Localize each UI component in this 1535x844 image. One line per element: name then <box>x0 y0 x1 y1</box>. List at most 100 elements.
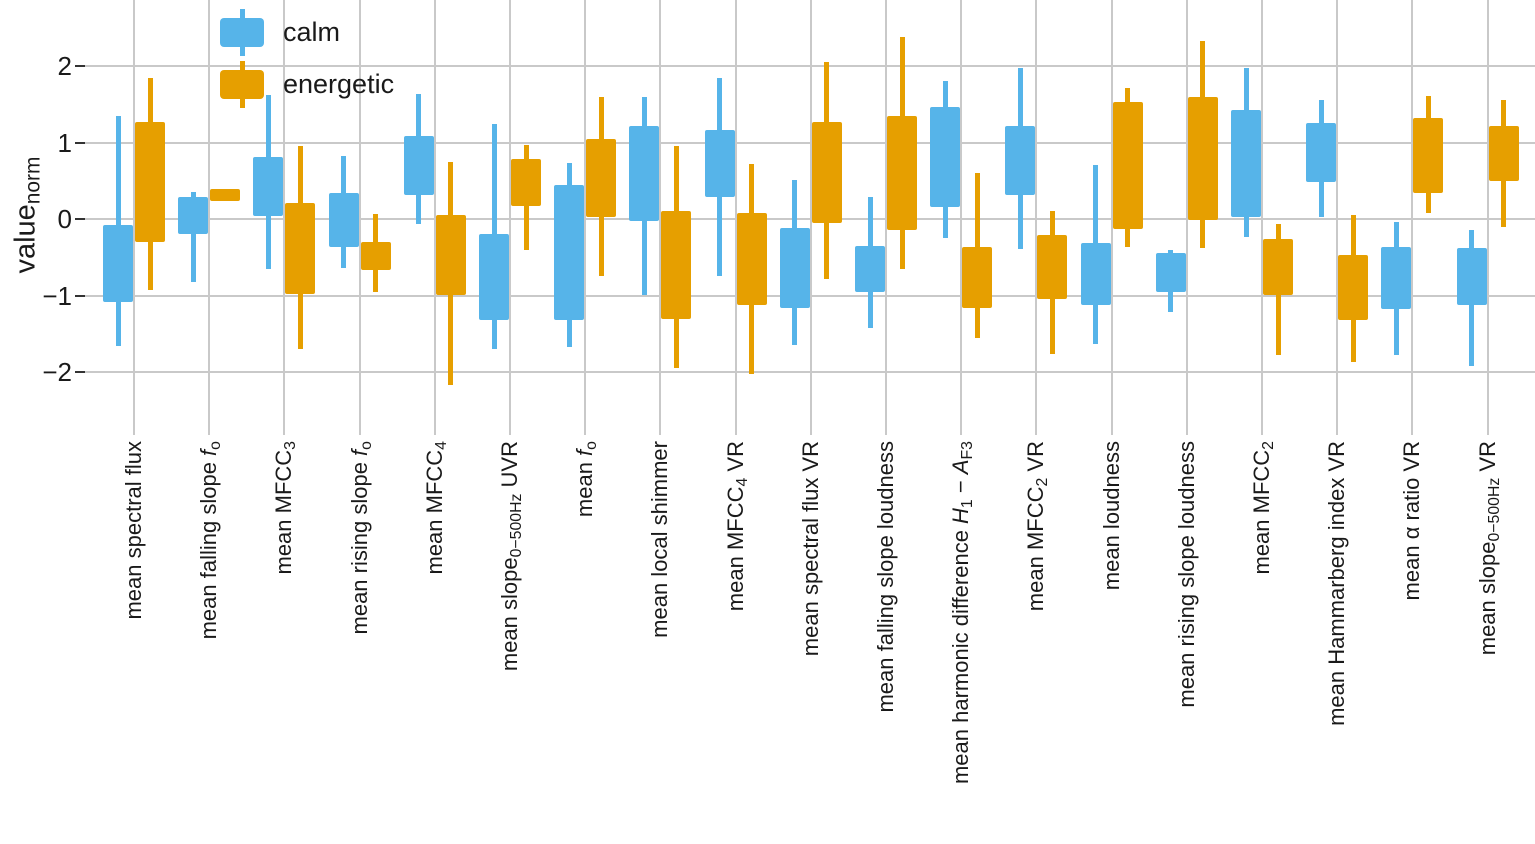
box-calm-16 <box>1306 123 1337 182</box>
category-label-text-2: mean MFCC3 <box>271 441 300 575</box>
box-calm-5 <box>479 233 509 320</box>
category-label-text-3: mean rising slope fo <box>346 441 375 635</box>
y-axis-title-text: valuenorm <box>8 156 45 274</box>
gridline-v-16 <box>1336 0 1339 435</box>
category-label-text-12: mean MFCC2 VR <box>1023 441 1052 612</box>
box-energetic-5 <box>511 158 541 206</box>
box-energetic-9 <box>811 121 842 223</box>
legend-key-calm-swatch <box>220 9 264 56</box>
gridline-v-4 <box>433 0 436 435</box>
category-label-text-1: mean falling slope fo <box>196 441 225 640</box>
y-tick-label--2: −2 <box>42 357 72 387</box>
category-label-text-6: mean fo <box>572 441 601 518</box>
y-tick-label-2: 2 <box>57 51 72 81</box>
gridline-v-18 <box>1486 0 1489 435</box>
box-energetic-16 <box>1338 254 1369 320</box>
gridline-v-17 <box>1411 0 1414 435</box>
box-energetic-7 <box>661 210 692 320</box>
legend-item-energetic: energetic <box>220 61 395 108</box>
box-energetic-6 <box>586 138 617 218</box>
y-tick-label-0: 0 <box>57 204 72 234</box>
category-label-text-7: mean local shimmer <box>647 441 673 638</box>
y-axis-tick-0 <box>75 218 85 220</box>
box-calm-15 <box>1231 109 1261 218</box>
gridline-v-8 <box>734 0 737 435</box>
gridline-v-9 <box>809 0 812 435</box>
category-label-text-10: mean falling slope loudness <box>873 441 898 713</box>
gridline-v-5 <box>509 0 511 435</box>
gridline-v-7 <box>659 0 662 435</box>
box-calm-4 <box>403 135 434 196</box>
box-energetic-0 <box>135 121 165 242</box>
box-calm-7 <box>629 125 660 222</box>
box-energetic-1 <box>210 189 241 201</box>
category-label-text-14: mean rising slope loudness <box>1173 441 1199 708</box>
whisker-calm-1 <box>190 192 196 282</box>
y-tick-label-1: 1 <box>57 127 72 158</box>
box-calm-18 <box>1456 248 1487 306</box>
box-calm-0 <box>103 225 133 303</box>
gridline-h-1 <box>85 141 1535 144</box>
gridline-h-2 <box>85 65 1535 67</box>
box-energetic-10 <box>887 116 917 231</box>
box-energetic-4 <box>435 215 466 295</box>
box-energetic-13 <box>1112 101 1143 229</box>
box-calm-14 <box>1155 252 1186 293</box>
box-calm-17 <box>1381 246 1412 310</box>
box-energetic-2 <box>285 202 316 294</box>
gridline-v-13 <box>1110 0 1113 435</box>
box-calm-13 <box>1080 242 1111 305</box>
category-label-text-11: mean harmonic difference H1 − AF3 <box>948 441 977 785</box>
gridline-h-0 <box>85 218 1535 220</box>
gridline-h--2 <box>85 371 1535 373</box>
box-energetic-11 <box>962 246 993 308</box>
box-calm-8 <box>704 130 735 197</box>
legend-key-energetic-swatch <box>220 61 264 108</box>
category-label-text-15: mean MFCC2 <box>1249 441 1277 575</box>
box-energetic-17 <box>1413 118 1444 193</box>
category-label-text-5: mean slope0−500Hz UVR <box>497 441 525 672</box>
box-energetic-3 <box>360 241 391 271</box>
gridline-v-6 <box>584 0 587 435</box>
y-axis-tick--1 <box>75 294 85 297</box>
category-label-text-18: mean slope0−500Hz VR <box>1474 441 1503 656</box>
legend: calm energetic <box>220 9 395 108</box>
y-axis-tick-2 <box>75 65 85 67</box>
y-tick-label--1: −1 <box>42 280 72 311</box>
gridline-v-1 <box>208 0 211 435</box>
legend-label-calm: calm <box>283 17 341 47</box>
box-calm-6 <box>554 185 585 320</box>
gridline-v-10 <box>885 0 887 435</box>
category-label-text-4: mean MFCC4 <box>421 441 450 575</box>
gridline-v-2 <box>283 0 286 435</box>
box-calm-11 <box>930 106 961 207</box>
legend-label-energetic: energetic <box>283 69 395 99</box>
category-label-text-13: mean loudness <box>1098 441 1124 591</box>
legend-item-calm: calm <box>220 9 394 56</box>
category-label-text-9: mean spectral flux VR <box>797 441 823 657</box>
y-axis-tick-1 <box>75 141 85 144</box>
box-energetic-18 <box>1488 125 1519 181</box>
y-axis-tick--2 <box>75 371 85 373</box>
gridline-v-11 <box>960 0 963 435</box>
box-calm-12 <box>1005 125 1036 195</box>
gridline-v-12 <box>1035 0 1038 435</box>
box-energetic-15 <box>1263 238 1293 295</box>
category-label-text-8: mean MFCC4 VR <box>722 441 751 612</box>
box-energetic-8 <box>736 212 767 305</box>
category-label-text-0: mean spectral flux <box>121 441 146 620</box>
gridline-v-14 <box>1185 0 1188 435</box>
category-label-text-17: mean α ratio VR <box>1399 441 1425 601</box>
box-calm-2 <box>253 157 284 216</box>
y-axis-title: valuenorm <box>0 0 54 430</box>
box-calm-10 <box>855 245 885 293</box>
box-calm-1 <box>178 196 209 235</box>
box-energetic-12 <box>1037 235 1068 300</box>
gridline-v-0 <box>133 0 135 435</box>
box-calm-9 <box>779 228 810 308</box>
gridline-v-3 <box>358 0 361 435</box>
box-calm-3 <box>328 192 359 247</box>
gridline-v-15 <box>1261 0 1263 435</box>
box-energetic-14 <box>1187 96 1218 220</box>
